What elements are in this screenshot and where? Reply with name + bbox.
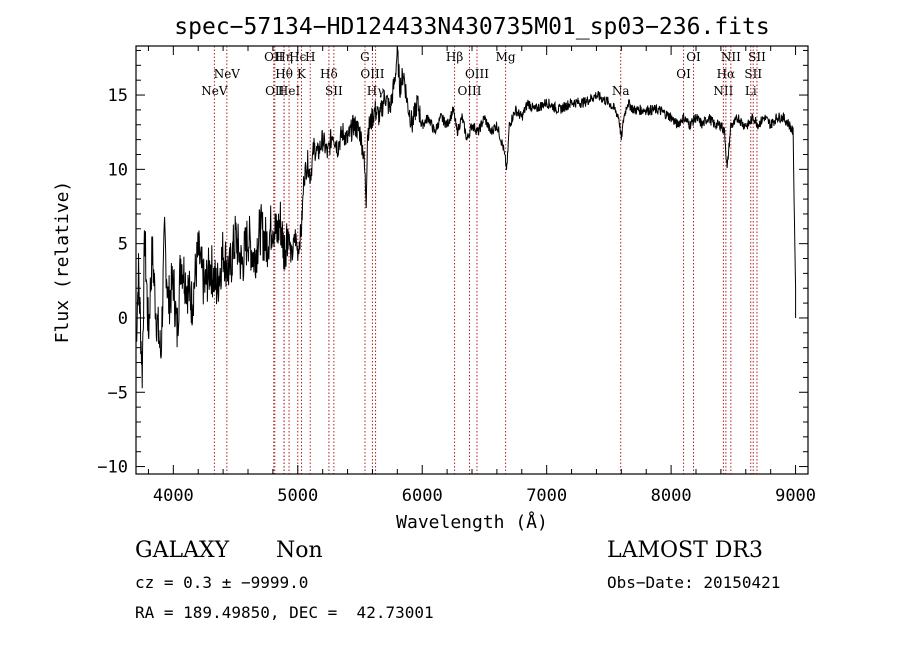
spectral-line-label: Hϵ xyxy=(289,50,306,64)
y-tick-label: 0 xyxy=(118,309,128,329)
spectral-line-label: Hγ xyxy=(367,84,385,98)
y-axis-label: Flux (relative) xyxy=(52,181,73,344)
spectrum-chart: spec−57134−HD124433N430735M01_sp03−236.f… xyxy=(52,14,816,533)
x-axis-label: Wavelength (Å) xyxy=(396,511,548,533)
y-tick-label: −5 xyxy=(108,383,128,403)
chart-title: spec−57134−HD124433N430735M01_sp03−236.f… xyxy=(174,14,769,40)
spectral-line-label: OII xyxy=(265,84,285,98)
x-tick-label: 8000 xyxy=(651,486,692,506)
spectral-line-label: SII xyxy=(748,50,766,64)
observation-date: Obs−Date: 20150421 xyxy=(607,573,781,592)
object-class: GALAXY xyxy=(135,538,230,563)
x-tick-label: 4000 xyxy=(153,486,194,506)
spectral-line-label: OIII xyxy=(457,84,481,98)
spectral-line-label: K xyxy=(297,67,307,81)
y-tick-label: 15 xyxy=(108,86,128,106)
spectral-line-label: OII xyxy=(264,50,284,64)
spectral-line-label: Hα xyxy=(717,67,736,81)
spectral-line-label: SII xyxy=(325,84,343,98)
y-tick-label: 5 xyxy=(118,235,128,255)
y-tick-label: 10 xyxy=(108,160,128,180)
spectral-line-label: NeV xyxy=(201,84,228,98)
spectral-line-label: Li xyxy=(745,84,757,98)
spectral-line-label: HeI xyxy=(278,84,301,98)
spectral-line-label: NeV xyxy=(214,67,241,81)
spectral-line-label: Hδ xyxy=(320,67,338,81)
x-tick-label: 9000 xyxy=(775,486,816,506)
spectral-line-label: OI xyxy=(676,67,691,81)
spectral-line-label: Hβ xyxy=(446,50,463,64)
x-tick-label: 6000 xyxy=(402,486,443,506)
y-tick-label: −10 xyxy=(97,458,128,478)
spectral-line-label: G xyxy=(360,50,370,64)
spectral-line-label: OI xyxy=(686,50,701,64)
spectral-line-label: OIII xyxy=(360,67,384,81)
spectral-line-label: Mg xyxy=(496,50,516,64)
x-tick-label: 5000 xyxy=(277,486,318,506)
spectral-line-label: NII xyxy=(713,84,733,98)
ra-dec-coordinates: RA = 189.49850, DEC = 42.73001 xyxy=(135,603,434,622)
spectral-line-label: SII xyxy=(744,67,762,81)
plot-frame xyxy=(135,45,809,475)
spectral-line-label: NII xyxy=(721,50,741,64)
survey-label: LAMOST DR3 xyxy=(607,538,763,563)
spectral-line-label: H xyxy=(305,50,315,64)
redshift-cz: cz = 0.3 ± −9999.0 xyxy=(135,573,309,592)
spectrum-line xyxy=(135,45,797,389)
spectral-line-label: OIII xyxy=(465,67,489,81)
spectral-line-label: Na xyxy=(612,84,630,98)
x-tick-label: 7000 xyxy=(526,486,567,506)
spectral-line-label: Hθ xyxy=(275,67,293,81)
object-subclass: Non xyxy=(276,538,323,563)
